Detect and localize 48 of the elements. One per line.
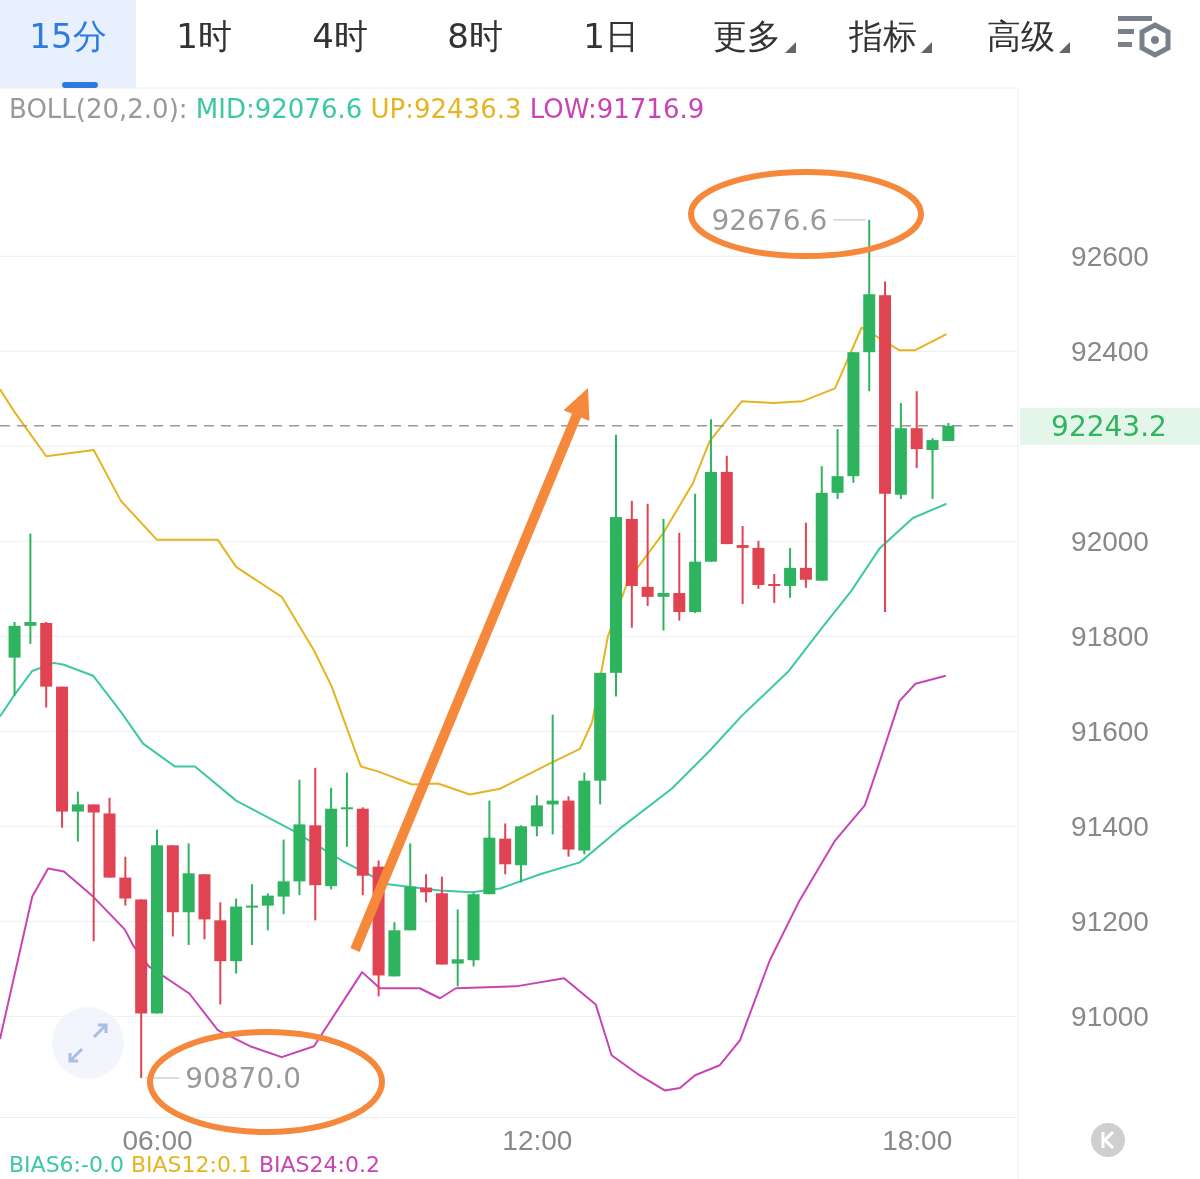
y-tick-label: 91800 <box>1071 620 1149 652</box>
text: 1日 <box>583 16 639 56</box>
candlestick <box>926 437 939 500</box>
legend-title: BOLL(20,2.0): <box>9 94 196 124</box>
text: UP:92436.3 <box>370 94 530 124</box>
candlestick <box>641 502 654 607</box>
candlestick <box>340 771 353 848</box>
y-tick-label: 91600 <box>1071 715 1149 747</box>
candlestick <box>799 521 812 589</box>
text: 更多 <box>713 16 781 56</box>
y-tick-label: 91200 <box>1071 905 1149 937</box>
line-series <box>0 674 947 1092</box>
candlestick <box>910 390 923 470</box>
candlestick <box>736 525 749 605</box>
y-tick-label: 92400 <box>1071 335 1149 367</box>
candlestick <box>657 517 670 632</box>
candlestick <box>831 428 844 500</box>
candlestick <box>451 908 464 988</box>
y-tick-label: 91400 <box>1071 810 1149 842</box>
candlestick <box>245 883 258 947</box>
text: 4时 <box>312 16 368 56</box>
x-tick-label: 12:00 <box>502 1125 573 1157</box>
text: MID:92076.6 <box>195 94 371 124</box>
text: 指标 <box>848 16 917 56</box>
line-series <box>0 502 948 894</box>
text: 8时 <box>447 16 503 56</box>
text: LOW:91716.9 <box>529 94 705 124</box>
text: 高级 <box>987 16 1055 56</box>
y-tick-label: 91000 <box>1071 1000 1149 1032</box>
y-tick-label: 92600 <box>1071 240 1149 272</box>
candlestick <box>784 546 797 599</box>
candlestick <box>261 892 274 932</box>
candlestick <box>24 532 37 645</box>
annotation: 92676.6 <box>711 203 828 237</box>
y-tick-label: 92000 <box>1071 525 1149 557</box>
candlestick <box>277 838 290 916</box>
candlestick <box>768 573 781 605</box>
ref-line-label: 92243.2 <box>1051 409 1167 443</box>
candlestick <box>119 855 132 907</box>
candlestick <box>530 794 543 838</box>
x-tick-label: 18:00 <box>882 1125 953 1157</box>
line-series <box>0 326 948 796</box>
text: 15分 <box>29 16 107 56</box>
annotation: 90870.0 <box>185 1062 301 1096</box>
candlestick <box>71 790 84 843</box>
candlestick <box>673 531 686 622</box>
text: 1时 <box>176 16 232 56</box>
candlestick <box>87 803 100 943</box>
